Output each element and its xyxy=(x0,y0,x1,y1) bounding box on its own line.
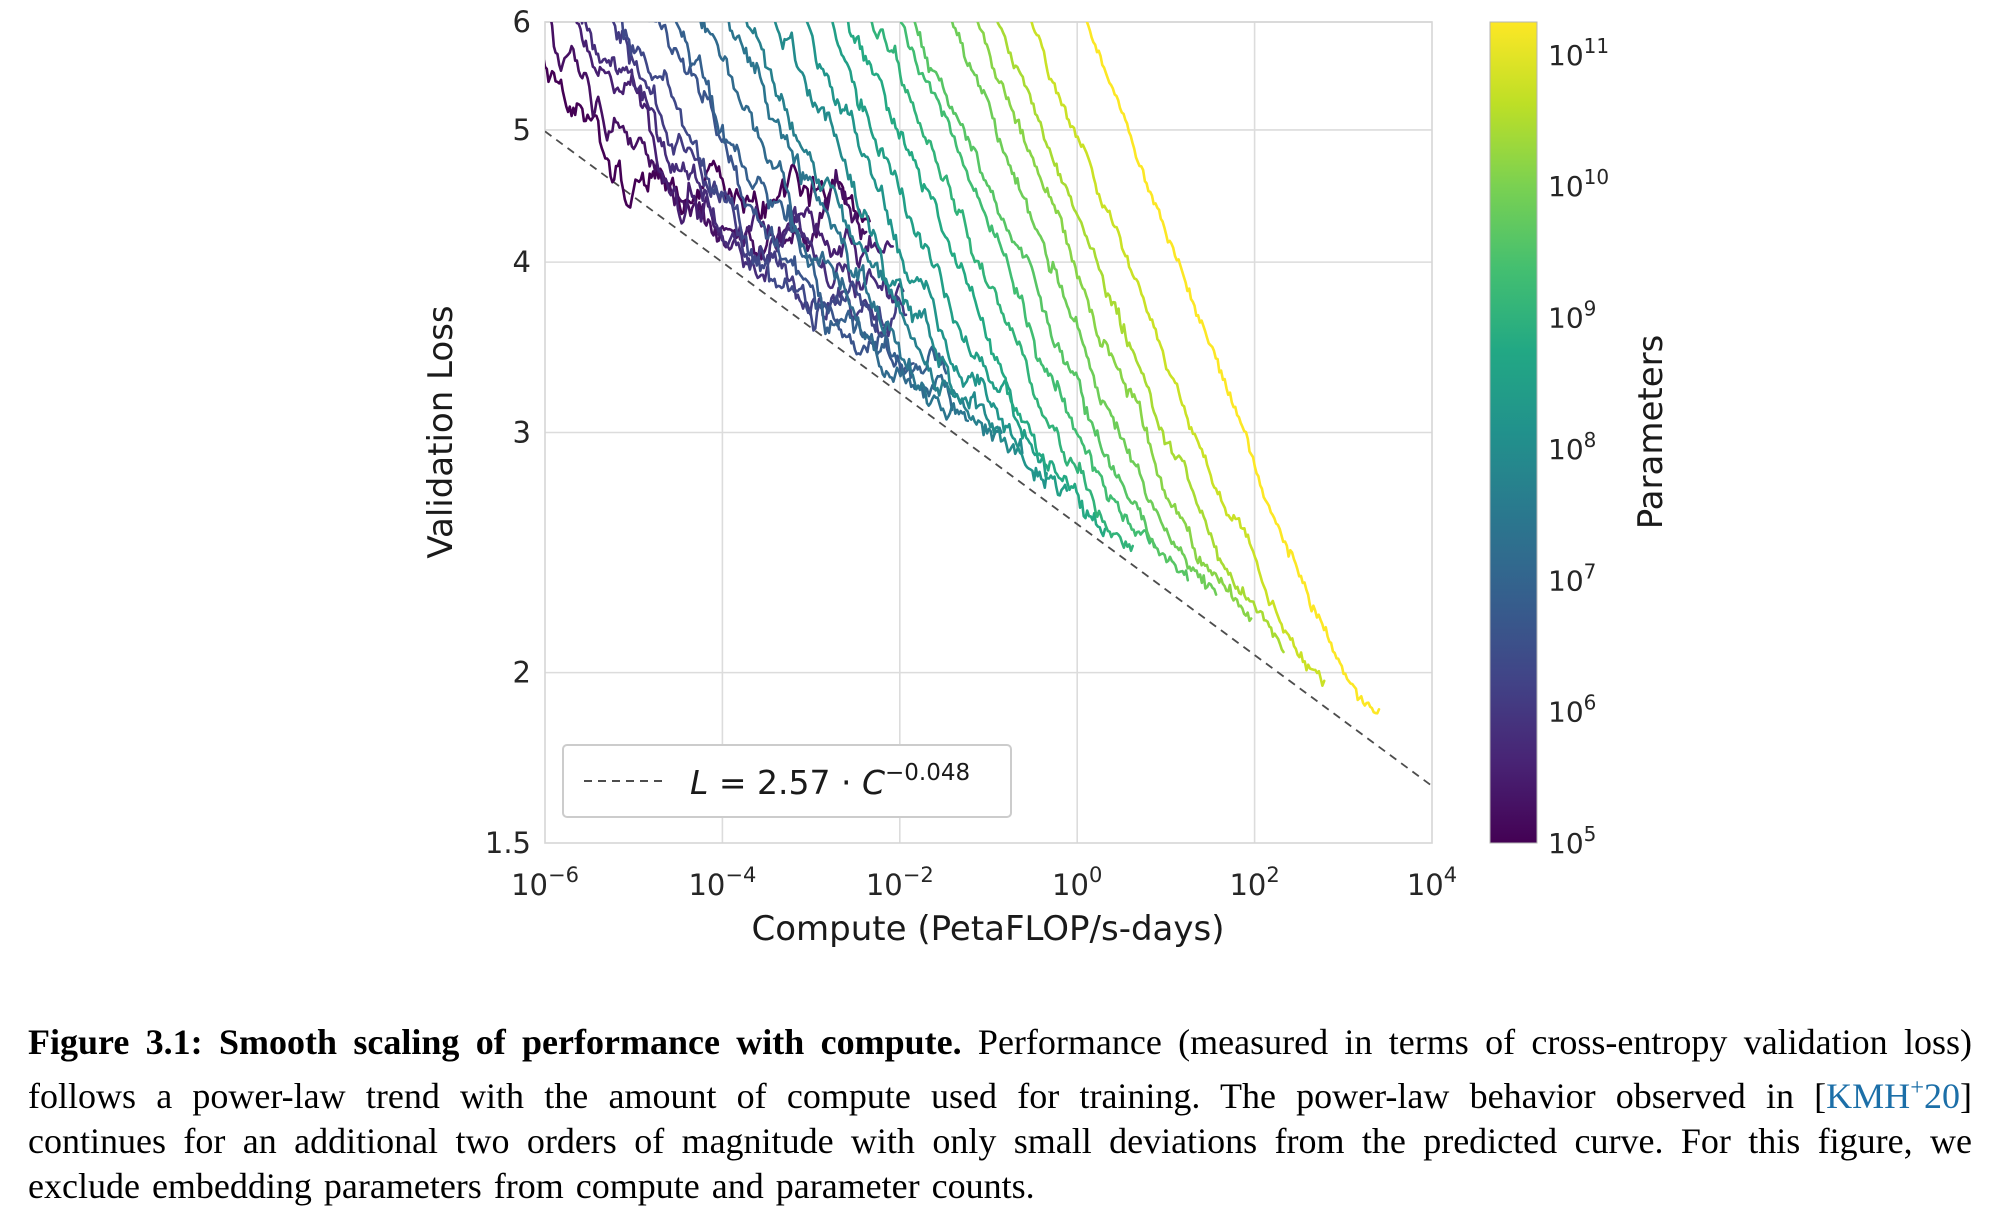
loss-curve xyxy=(846,22,1107,538)
loss-curve xyxy=(1030,22,1326,687)
figure-caption: Figure 3.1: Smooth scaling of performanc… xyxy=(28,1020,1972,1208)
loss-curve xyxy=(805,22,1048,489)
legend: L = 2.57 · C−0.048 xyxy=(562,744,1012,818)
x-axis-label: Compute (PetaFLOP/s-days) xyxy=(752,909,1225,949)
svg-text:1011: 1011 xyxy=(1548,34,1609,72)
scaling-law-chart: 10−6 10−4 10−2 100 102 104 6 5 4 3 2 1.5 L = 2.57 · … xyxy=(421,5,1671,949)
loss-curve xyxy=(913,22,1190,582)
svg-text:100: 100 xyxy=(1052,863,1102,902)
svg-text:108: 108 xyxy=(1548,428,1596,466)
colorbar-tick-labels: 1011 1010 109 108 107 106 105 xyxy=(1548,34,1609,860)
loss-curve xyxy=(899,22,1157,548)
svg-text:107: 107 xyxy=(1548,559,1596,597)
power-law-fit-line xyxy=(545,130,1432,787)
loss-curve xyxy=(745,22,1003,442)
loss-curve xyxy=(550,22,868,262)
legend-box xyxy=(562,744,1012,818)
loss-curve xyxy=(773,22,1024,456)
svg-text:10−6: 10−6 xyxy=(511,863,579,902)
loss-curve xyxy=(950,22,1218,596)
plot-frame xyxy=(544,21,1433,844)
colorbar-gradient xyxy=(1489,21,1538,844)
loss-curve xyxy=(648,22,915,376)
loss-curve xyxy=(699,22,954,412)
svg-text:105: 105 xyxy=(1548,822,1596,860)
svg-text:10−4: 10−4 xyxy=(688,863,756,902)
loss-curve xyxy=(727,22,970,423)
loss-curve xyxy=(870,22,1134,553)
caption-label: Figure 3.1: Smooth scaling of performanc… xyxy=(28,1022,962,1062)
caption-text-before-citation: Performance (measured in terms of cross-… xyxy=(28,1022,1973,1116)
loss-curve xyxy=(976,22,1253,623)
loss-curve xyxy=(996,22,1285,654)
svg-text:1010: 1010 xyxy=(1548,165,1609,203)
colorbar-label: Parameters xyxy=(1631,335,1671,530)
loss-curve xyxy=(831,22,1069,497)
svg-text:3: 3 xyxy=(513,416,531,450)
loss-curve xyxy=(580,22,905,304)
loss-curve xyxy=(545,59,871,223)
x-tick-labels: 10−6 10−4 10−2 100 102 104 xyxy=(511,863,1457,902)
svg-text:4: 4 xyxy=(513,245,531,279)
colorbar: 1011 1010 109 108 107 106 105 xyxy=(1489,21,1609,860)
svg-text:104: 104 xyxy=(1407,863,1457,902)
loss-curve xyxy=(575,22,894,269)
svg-text:2: 2 xyxy=(513,656,531,690)
caption-text-after-citation: ] continues for an additional two orders… xyxy=(28,1076,1972,1206)
citation-link[interactable]: KMH+20 xyxy=(1826,1074,1960,1116)
svg-text:10−2: 10−2 xyxy=(866,863,934,902)
svg-text:1.5: 1.5 xyxy=(485,826,531,860)
svg-text:106: 106 xyxy=(1548,691,1596,729)
loss-curves xyxy=(545,22,1381,715)
svg-text:102: 102 xyxy=(1229,863,1279,902)
svg-text:5: 5 xyxy=(513,113,531,147)
loss-curve xyxy=(1085,22,1381,715)
loss-curve xyxy=(620,22,884,333)
y-axis-label: Validation Loss xyxy=(421,305,461,558)
legend-formula: L = 2.57 · C−0.048 xyxy=(690,760,970,802)
svg-text:109: 109 xyxy=(1548,297,1596,335)
grid xyxy=(544,21,1433,844)
loss-curve xyxy=(674,22,948,380)
y-tick-labels: 6 5 4 3 2 1.5 xyxy=(485,5,531,860)
svg-text:6: 6 xyxy=(513,5,531,39)
